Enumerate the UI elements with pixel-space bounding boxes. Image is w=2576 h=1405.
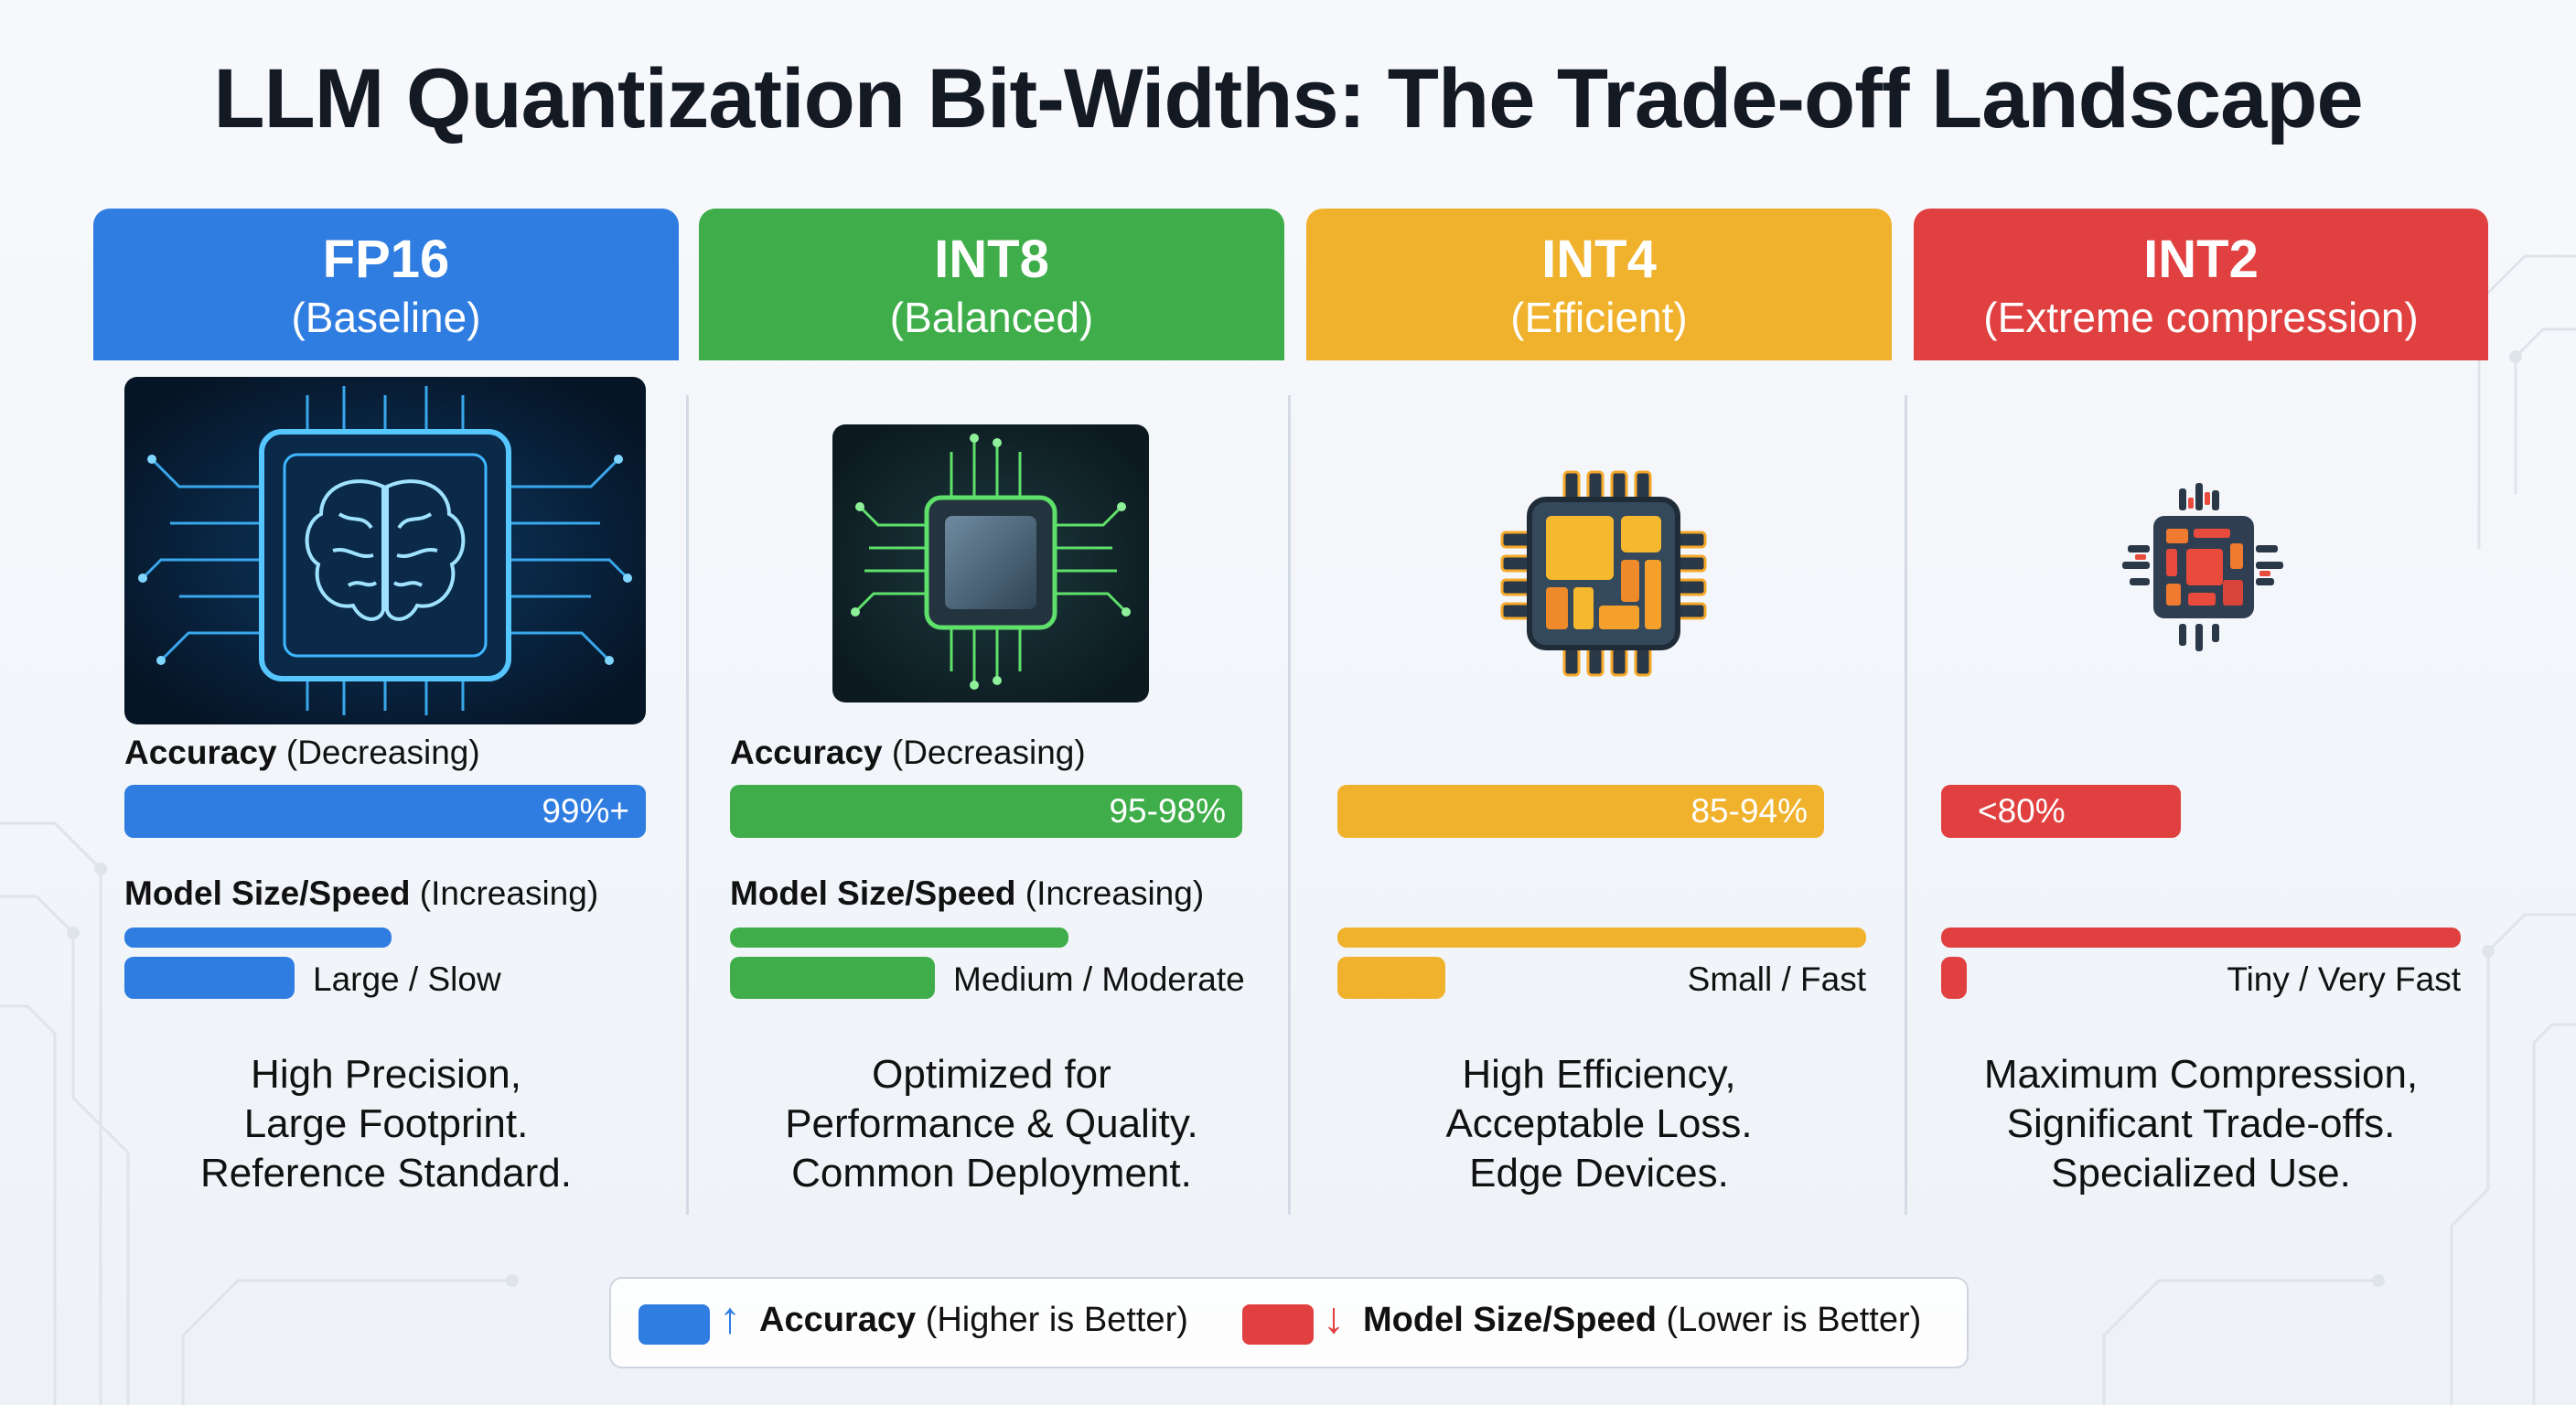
column-description: Optimized for Performance & Quality. Com… bbox=[785, 1052, 1198, 1196]
accuracy-value: 95-98% bbox=[1109, 792, 1226, 830]
chip-icon bbox=[832, 424, 1149, 702]
size-bar bbox=[1941, 928, 2461, 948]
accuracy-value: 99%+ bbox=[542, 792, 629, 830]
column-divider bbox=[1905, 395, 1907, 1215]
column-int8: INT8 (Balanced) Accuracy (Decreasing) 95… bbox=[699, 209, 1284, 1215]
column-subtitle: (Baseline) bbox=[291, 294, 481, 341]
column-description: Maximum Compression, Significant Trade-o… bbox=[1983, 1052, 2419, 1196]
column-subtitle: (Extreme compression) bbox=[1983, 294, 2419, 341]
accuracy-value: 85-94% bbox=[1690, 792, 1808, 830]
legend-accuracy-swatch bbox=[639, 1304, 710, 1345]
accuracy-bar: 85-94% bbox=[1337, 785, 1824, 838]
column-description: High Efficiency, Acceptable Loss. Edge D… bbox=[1445, 1052, 1753, 1196]
column-int2: INT2 (Extreme compression) <80% Tiny / V… bbox=[1914, 209, 2488, 1215]
speed-bar bbox=[730, 957, 935, 999]
column-fp16: FP16 (Baseline) bbox=[93, 209, 679, 1215]
size-label: Model Size/Speed (Increasing) bbox=[730, 874, 1205, 912]
column-description: High Precision, Large Footprint. Referen… bbox=[199, 1052, 573, 1196]
column-header-int8: INT8 (Balanced) bbox=[699, 209, 1284, 360]
page-title: LLM Quantization Bit-Widths: The Trade-o… bbox=[213, 52, 2363, 145]
speed-bar bbox=[1941, 957, 1967, 999]
column-divider bbox=[1288, 395, 1291, 1215]
column-header-fp16: FP16 (Baseline) bbox=[93, 209, 679, 360]
legend-accuracy-text: Accuracy (Higher is Better) bbox=[759, 1301, 1188, 1339]
small-chip-icon bbox=[1500, 470, 1707, 677]
column-subtitle: (Balanced) bbox=[889, 294, 1094, 341]
column-title: INT8 bbox=[934, 230, 1049, 289]
accuracy-bar: 99%+ bbox=[124, 785, 646, 838]
legend-size-text: Model Size/Speed (Lower is Better) bbox=[1363, 1301, 1922, 1339]
column-subtitle: (Efficient) bbox=[1510, 294, 1688, 341]
size-speed-text: Medium / Moderate bbox=[953, 960, 1245, 998]
brain-chip-icon bbox=[124, 377, 646, 724]
size-speed-text: Small / Fast bbox=[1687, 960, 1866, 998]
accuracy-bar: <80% bbox=[1941, 785, 2181, 838]
arrow-up-icon: ↑ bbox=[719, 1294, 741, 1343]
speed-bar bbox=[124, 957, 295, 999]
column-header-int4: INT4 (Efficient) bbox=[1306, 209, 1892, 360]
size-speed-text: Tiny / Very Fast bbox=[2227, 960, 2461, 998]
speed-bar bbox=[1337, 957, 1445, 999]
size-bar bbox=[730, 928, 1068, 948]
tiny-chip-icon bbox=[2122, 483, 2283, 651]
legend-size-swatch bbox=[1242, 1304, 1314, 1345]
accuracy-value: <80% bbox=[1978, 792, 2066, 830]
column-title: INT4 bbox=[1541, 230, 1657, 289]
size-bar bbox=[1337, 928, 1866, 948]
column-int4: INT4 (Efficient) 85-94% Small / Fast Hig… bbox=[1306, 209, 1892, 1215]
size-speed-text: Large / Slow bbox=[313, 960, 501, 998]
size-label: Model Size/Speed (Increasing) bbox=[124, 874, 599, 912]
arrow-down-icon: ↓ bbox=[1323, 1294, 1345, 1343]
column-divider bbox=[686, 395, 689, 1215]
size-bar bbox=[124, 928, 392, 948]
column-header-int2: INT2 (Extreme compression) bbox=[1914, 209, 2488, 360]
accuracy-label: Accuracy (Decreasing) bbox=[124, 734, 480, 771]
column-title: FP16 bbox=[322, 230, 450, 289]
accuracy-label: Accuracy (Decreasing) bbox=[730, 734, 1086, 771]
legend: ↑ Accuracy (Higher is Better) ↓ Model Si… bbox=[609, 1277, 1969, 1368]
column-title: INT2 bbox=[2143, 230, 2259, 289]
accuracy-bar: 95-98% bbox=[730, 785, 1242, 838]
